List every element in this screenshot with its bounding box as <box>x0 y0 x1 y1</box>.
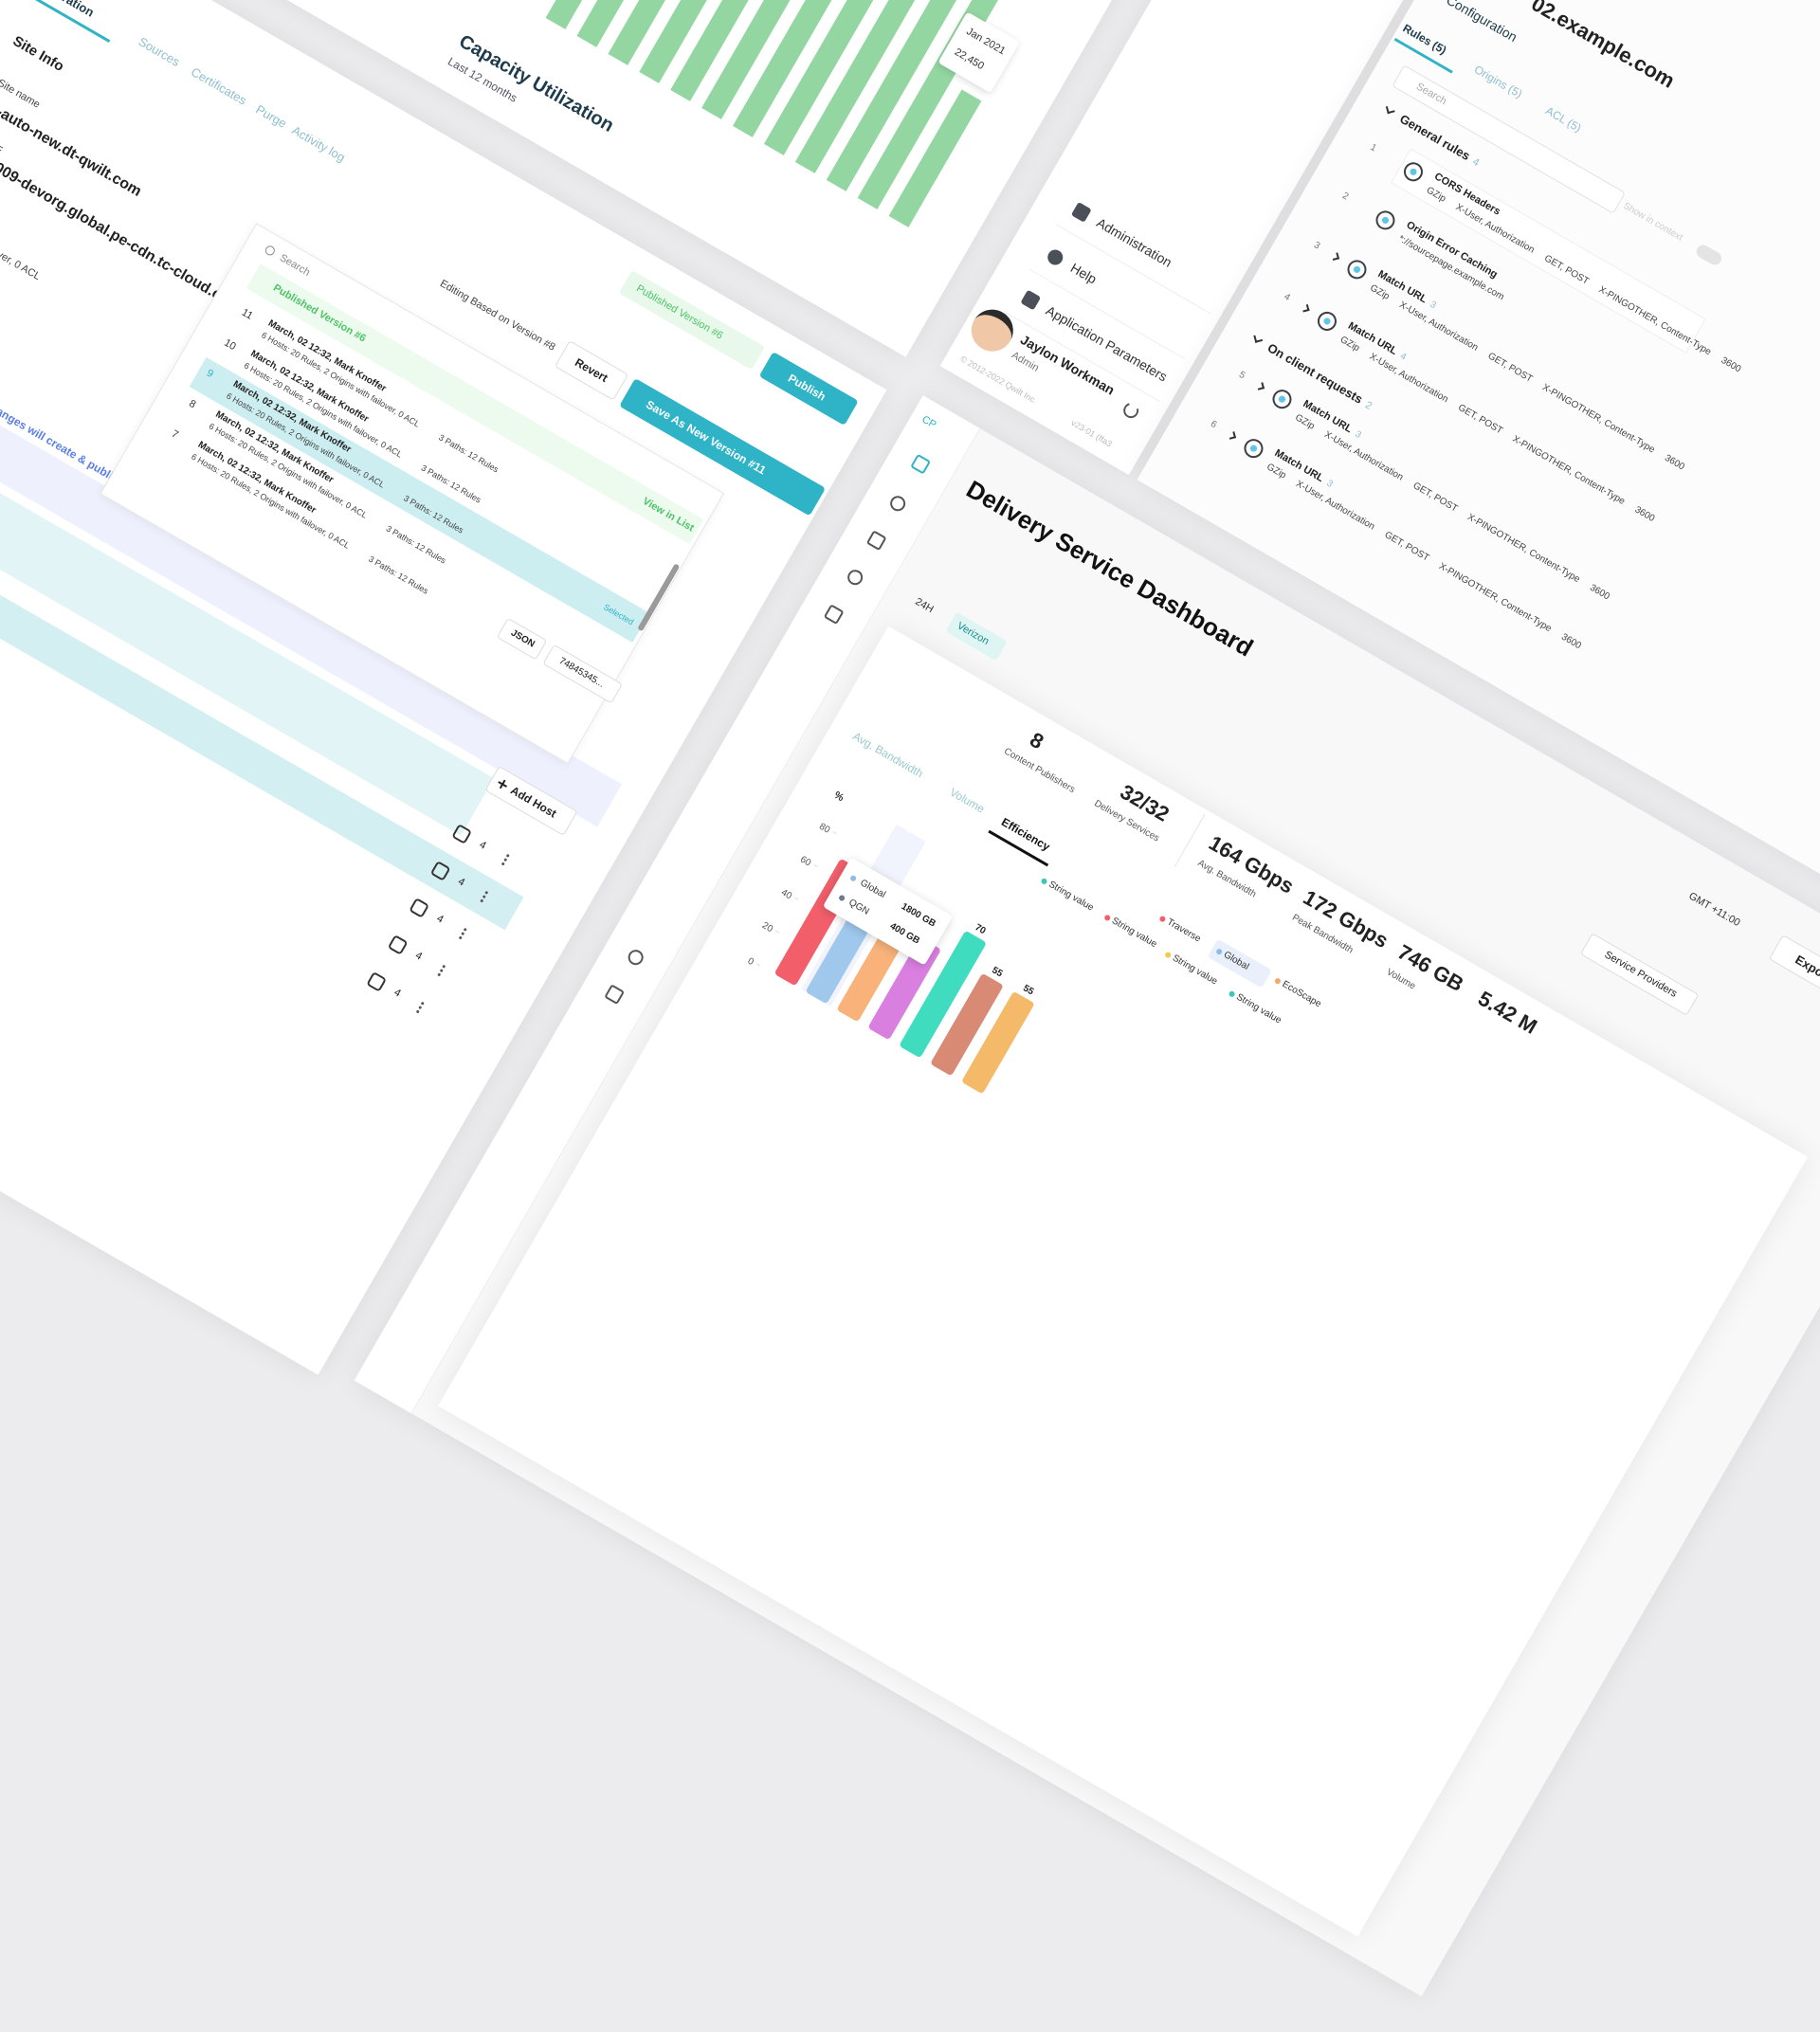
bar <box>837 932 902 1021</box>
tick-mark <box>775 930 780 934</box>
value-label: 70 <box>973 922 988 936</box>
tick-mark <box>832 831 837 835</box>
tick-mark <box>813 864 818 867</box>
value-label: 55 <box>1021 983 1036 997</box>
tick-mark <box>794 897 799 900</box>
y-tick-label: 0 <box>746 956 756 969</box>
y-tick-label: 60 <box>798 854 813 868</box>
value-label: 55 <box>990 965 1005 979</box>
y-tick-label: 20 <box>760 920 775 934</box>
y-tick-label: 40 <box>779 887 794 901</box>
tick-mark <box>756 963 761 967</box>
y-axis-label: % <box>832 789 846 804</box>
y-tick-label: 80 <box>817 822 832 836</box>
